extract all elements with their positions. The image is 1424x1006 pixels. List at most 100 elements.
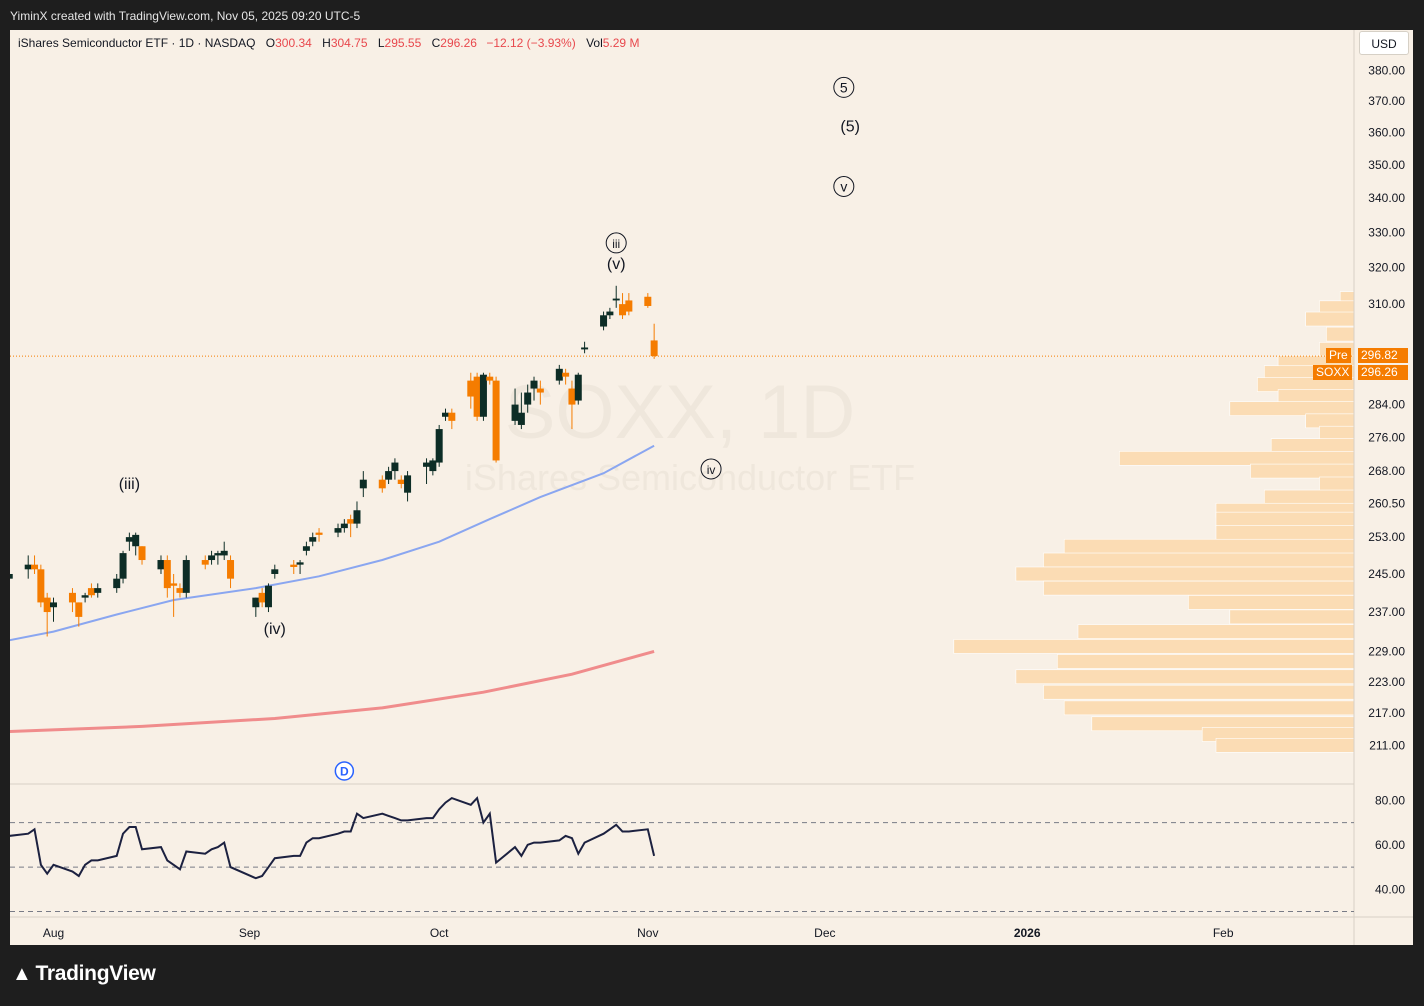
symbol-tag: SOXX	[1313, 365, 1353, 380]
candle-body	[302, 546, 310, 551]
rsi-tick-label: 60.00	[1375, 838, 1405, 852]
volume-profile-bar	[1063, 538, 1355, 554]
candle-body	[227, 560, 235, 579]
watermark-symbol: SOXX, 1D	[505, 370, 856, 455]
candle-body	[353, 510, 361, 524]
wave-label: iv	[707, 463, 716, 477]
candle-body	[201, 560, 209, 565]
candle-body	[81, 595, 89, 598]
candle-body	[132, 534, 140, 547]
footer	[0, 946, 1424, 1006]
wave-label: iii	[612, 237, 620, 251]
legend-open-label: O	[265, 36, 276, 50]
pre-label-tag: Pre	[1326, 348, 1351, 363]
chart-area[interactable]: SOXX, 1D iShares Semiconductor ETF (iii)…	[10, 30, 1413, 945]
candle-body	[43, 597, 51, 613]
volume-profile-bar	[1264, 489, 1355, 505]
volume-profile-bar	[1119, 451, 1355, 466]
price-tick-label: 237.00	[1368, 605, 1405, 619]
candle-body	[625, 300, 633, 312]
candle-body	[385, 471, 393, 480]
volume-profile-bar	[1250, 463, 1355, 479]
candle-body	[157, 560, 165, 570]
time-tick-label: Nov	[637, 926, 658, 940]
candle-body	[423, 462, 431, 467]
candle-body	[448, 412, 456, 421]
candle-body	[581, 347, 589, 350]
legend-vol: 5.29 M	[602, 36, 640, 50]
price-tick-label: 260.50	[1368, 497, 1405, 511]
currency-selector[interactable]: USD	[1359, 31, 1409, 55]
price-tick-label: 330.00	[1368, 225, 1405, 239]
rsi-pane: 80.00 60.00 40.00	[10, 793, 1405, 913]
wave-label: v	[840, 178, 847, 194]
candle-body	[264, 585, 272, 608]
candle-body	[378, 479, 386, 489]
volume-profile-bar	[1215, 511, 1355, 527]
candle-body	[258, 592, 266, 603]
wave-label: (v)	[607, 256, 626, 273]
candle-body	[10, 573, 13, 579]
wave-label-circle	[833, 76, 855, 98]
volume-profile-bar	[1188, 595, 1355, 610]
candle-body	[574, 374, 582, 401]
candle-body	[524, 392, 532, 405]
candle-body	[435, 429, 443, 463]
price-tick-label: 229.00	[1368, 644, 1405, 658]
time-tick-label: Aug	[43, 926, 64, 940]
candle-body	[31, 564, 39, 570]
candle-body	[397, 479, 405, 484]
price-tick-label: 350.00	[1368, 158, 1405, 172]
candle-body	[220, 550, 228, 556]
volume-profile-bar	[1326, 326, 1355, 342]
price-tick-label: 268.00	[1368, 464, 1405, 478]
legend-title: iShares Semiconductor ETF · 1D · NASDAQ	[18, 36, 256, 50]
candles	[10, 285, 658, 637]
price-tick-label: 380.00	[1368, 64, 1405, 78]
time-tick-label: Feb	[1213, 926, 1234, 940]
volume-profile-bar	[1043, 552, 1355, 568]
candle-body	[479, 374, 487, 417]
ma-slow-line	[10, 649, 655, 734]
volume-profile-bar	[1319, 476, 1355, 492]
price-tick-label: 253.00	[1368, 530, 1405, 544]
price-tick-label: 360.00	[1368, 126, 1405, 140]
time-tick-label: 2026	[1014, 926, 1041, 940]
dividend-marker	[334, 761, 355, 781]
candle-body	[163, 560, 171, 589]
candle-body	[568, 388, 576, 405]
price-tick-label: 223.00	[1368, 675, 1405, 689]
tradingview-logo-text: TradingView	[35, 962, 156, 985]
watermark-name: iShares Semiconductor ETF	[465, 457, 915, 498]
ma-fast-line	[10, 444, 655, 642]
time-tick-label: Dec	[814, 926, 835, 940]
legend-change: −12.12 (−3.93%)	[486, 36, 576, 50]
candle-body	[68, 592, 76, 603]
time-axis[interactable]: Aug Sep Oct Nov Dec 2026 Feb	[43, 926, 1234, 940]
candle-body	[536, 388, 544, 393]
candle-body	[119, 553, 127, 579]
candle-body	[555, 368, 563, 381]
volume-profile-bar	[1215, 525, 1355, 540]
tradingview-logo[interactable]: ▲ TradingView	[12, 962, 156, 986]
volume-profile-bar	[1057, 654, 1355, 669]
wave-label-circle	[605, 232, 627, 254]
candle-body	[271, 569, 279, 574]
legend-close-label: C	[431, 36, 441, 50]
candle-body	[473, 376, 481, 417]
dividend-marker-label: D	[340, 765, 349, 779]
candle-body	[429, 460, 437, 472]
wave-label: (iii)	[119, 476, 140, 493]
volume-profile-bar	[1270, 438, 1355, 453]
candle-body	[347, 519, 355, 524]
candle-body	[619, 304, 627, 316]
attribution-bar: YiminX created with TradingView.com, Nov…	[0, 0, 1424, 30]
wave-label: (iv)	[264, 621, 286, 638]
price-tick-label: 284.00	[1368, 398, 1405, 412]
symbol-legend: iShares Semiconductor ETF · 1D · NASDAQ …	[18, 36, 639, 50]
volume-profile-bar	[1015, 566, 1355, 582]
price-chart-svg[interactable]: SOXX, 1D iShares Semiconductor ETF (iii)…	[10, 30, 1413, 945]
moving-averages	[10, 355, 1354, 734]
price-tick-label: 276.00	[1368, 430, 1405, 444]
wave-annotations: (iii) (iv) iii (v) iv v 5 (5) D	[119, 76, 860, 781]
